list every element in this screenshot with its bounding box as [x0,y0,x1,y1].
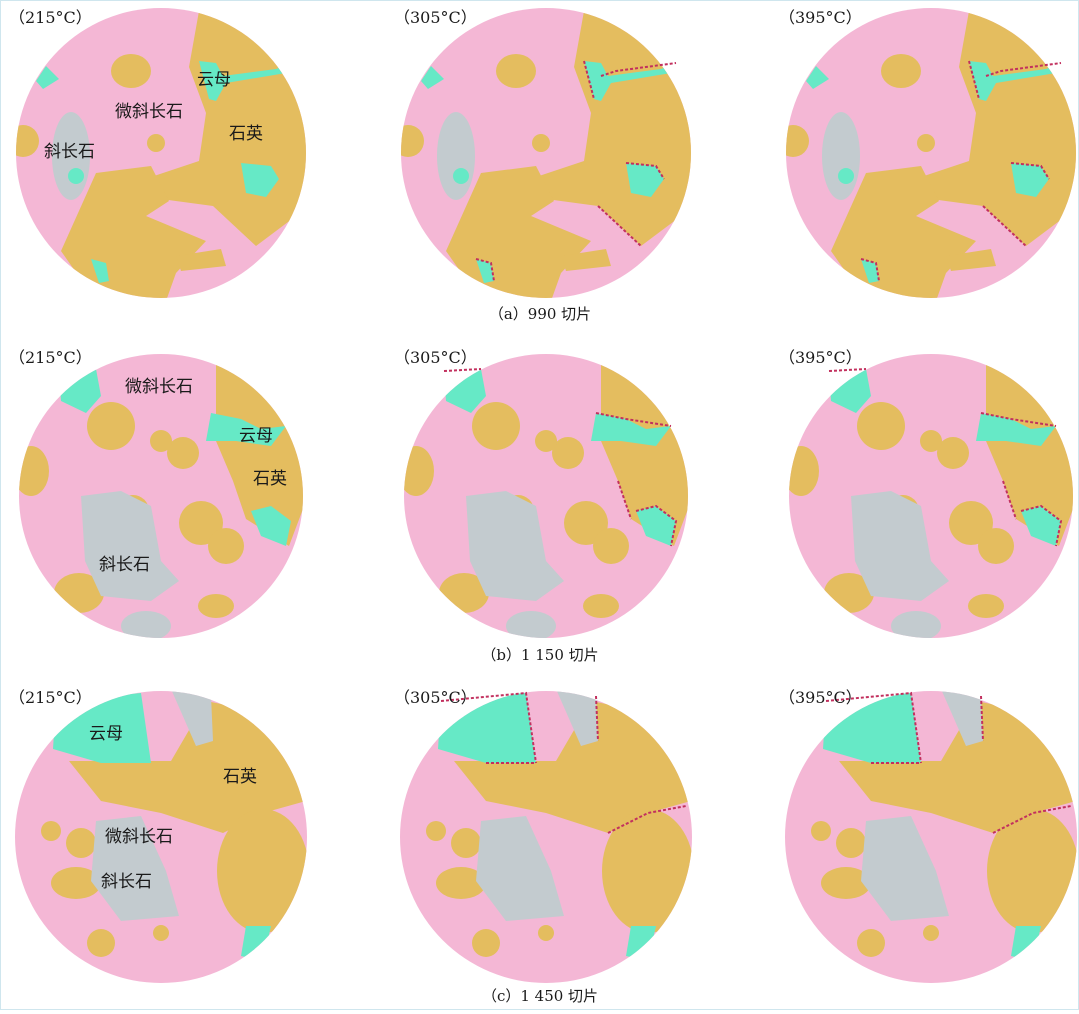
label-microcline: 微斜长石 [125,377,193,397]
temp-label: （215°C） [9,8,92,27]
label-quartz: 石英 [229,124,263,144]
label-mica: 云母 [239,426,273,446]
thin-section-a-395 [777,8,1078,301]
row-a: （215°C） （305°C） （395°C） 云母 微斜长石 石英 斜长石 （… [7,8,1078,323]
temp-label: （305°C） [394,688,477,707]
label-plagioclase: 斜长石 [101,872,152,892]
temp-label: （395°C） [779,8,862,27]
label-mica: 云母 [197,70,231,90]
label-quartz: 石英 [223,767,257,787]
temp-label: （215°C） [9,348,92,367]
thin-section-c-395 [785,689,1078,983]
caption-b: （b）1 150 切片 [481,646,598,664]
thin-section-a-305 [392,8,696,301]
thin-section-b-215 [13,354,306,641]
row-b: （215°C） （305°C） （395°C） 微斜长石 云母 石英 斜长石 （… [9,348,1076,664]
row-c: （215°C） （305°C） （395°C） 云母 石英 微斜长石 斜长石 （… [9,688,1078,1005]
thin-section-c-305 [400,689,694,983]
label-quartz: 石英 [253,469,287,489]
temp-label: （395°C） [779,688,862,707]
thin-section-b-395 [783,354,1076,641]
temp-label: （305°C） [394,8,477,27]
label-plagioclase: 斜长石 [44,142,95,162]
caption-a: （a）990 切片 [489,305,591,323]
temp-label: （395°C） [779,348,862,367]
label-plagioclase: 斜长石 [99,555,150,575]
thin-section-b-305 [398,354,691,641]
label-microcline: 微斜长石 [115,102,183,122]
caption-c: （c）1 450 切片 [482,987,598,1005]
label-mica: 云母 [89,724,123,744]
label-microcline: 微斜长石 [105,827,173,847]
temp-label: （305°C） [394,348,477,367]
temp-label: （215°C） [9,688,92,707]
